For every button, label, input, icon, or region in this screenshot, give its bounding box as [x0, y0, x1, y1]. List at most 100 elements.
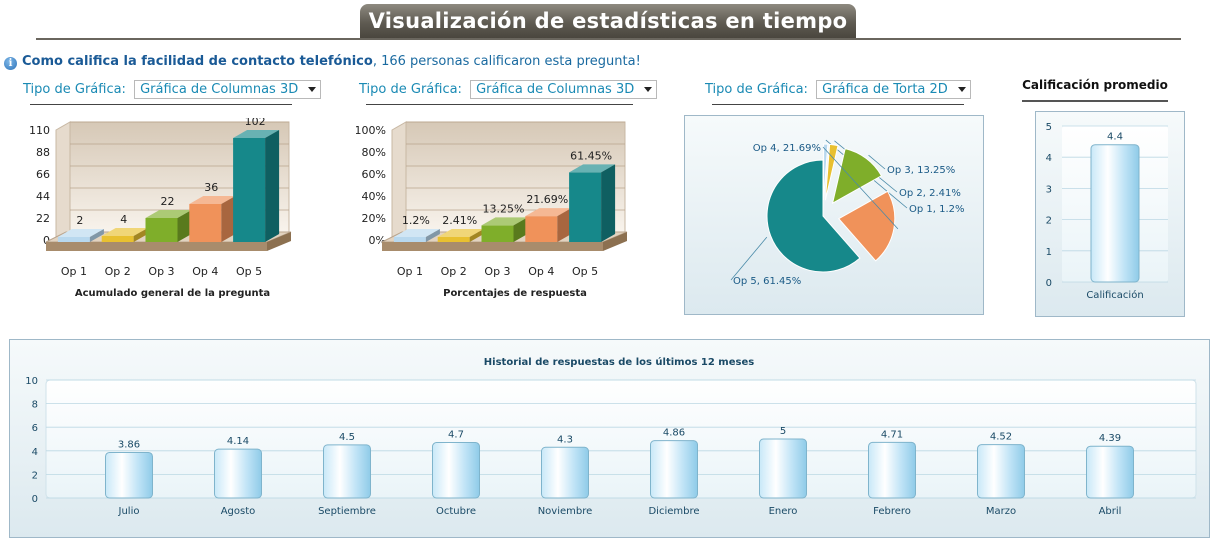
question-line: i Como califica la facilidad de contacto …: [4, 54, 641, 70]
x-tick-label: Enero: [769, 506, 798, 517]
bar: [432, 442, 480, 499]
chart-type-value: Gráfica de Columnas 3D: [140, 82, 299, 97]
y-tick-label: 80%: [362, 146, 386, 159]
average-chart: 5 4 3 2 1 0 4.4 Calificación: [1046, 122, 1168, 301]
bar: [759, 438, 807, 499]
bar-top: [57, 229, 104, 237]
bar: [233, 138, 266, 242]
pie-slice: [831, 148, 883, 205]
x-tick-label: Op 3: [484, 265, 510, 278]
chart-type-label: Tipo de Gráfica:: [705, 82, 808, 97]
bar-side: [221, 196, 236, 242]
chevron-down-icon: [644, 87, 653, 92]
history-panel: Historial de respuestas de los últimos 1…: [9, 339, 1210, 538]
y-tick-label: 0: [43, 234, 50, 247]
bar: [101, 236, 134, 242]
bar-top: [145, 210, 192, 218]
bar-top: [101, 228, 148, 236]
bar: [57, 237, 90, 242]
chart-type-control-2: Tipo de Gráfica: Gráfica de Columnas 3D: [359, 80, 658, 99]
y-tick-label: 3: [1046, 184, 1052, 195]
control-underline: [712, 104, 964, 105]
bar: [650, 440, 698, 499]
x-tick-label: Op 4: [192, 265, 218, 278]
bar-value-label: 4.7: [448, 430, 464, 441]
average-title: Calificación promedio: [1022, 78, 1168, 92]
chart-floor-front: [382, 242, 603, 251]
y-tick-label: 0: [32, 494, 38, 505]
pie-slice: [837, 190, 896, 262]
bar-side: [265, 130, 280, 242]
bar: [1086, 445, 1134, 499]
title-divider: [36, 38, 1181, 40]
history-chart: Historial de respuestas de los últimos 1…: [25, 356, 1197, 517]
y-tick-label: 0: [1046, 278, 1052, 289]
y-tick-label: 4: [32, 447, 38, 458]
bar: [189, 204, 222, 242]
y-tick-label: 100%: [356, 124, 386, 137]
bar-value-label: 4.39: [1099, 433, 1121, 444]
x-tick-label: Op 2: [441, 265, 467, 278]
pie-leader-line: [868, 154, 886, 170]
bar-side: [89, 229, 104, 242]
chart-type-select[interactable]: Gráfica de Columnas 3D: [134, 80, 322, 99]
y-tick-label: 0%: [369, 234, 386, 247]
chart-title-percentages: Porcentajes de respuesta: [443, 288, 587, 299]
control-underline: [366, 104, 633, 105]
bar-top: [189, 196, 236, 204]
bar-value-label: 61.45%: [570, 149, 612, 162]
y-tick-label: 22: [36, 212, 50, 225]
x-tick-label: Op 4: [528, 265, 554, 278]
control-underline: [30, 104, 292, 105]
pie-label: Op 5, 61.45%: [733, 276, 801, 287]
bar: [437, 237, 470, 242]
page-title: Visualización de estadísticas en tiempo …: [360, 4, 856, 67]
chart-type-select[interactable]: Gráfica de Torta 2D: [816, 80, 971, 99]
bar: [977, 444, 1025, 499]
bar-value-label: 3.86: [118, 439, 140, 450]
chevron-down-icon: [957, 87, 966, 92]
bar: [214, 448, 262, 499]
x-tick-label: Op 3: [148, 265, 174, 278]
chart-type-control-1: Tipo de Gráfica: Gráfica de Columnas 3D: [23, 80, 322, 99]
history-title: Historial de respuestas de los últimos 1…: [484, 356, 754, 368]
y-tick-label: 40%: [362, 190, 386, 203]
x-tick-label: Febrero: [873, 506, 911, 517]
pie-label: Op 2, 2.41%: [899, 188, 961, 199]
bar-value-label: 4.3: [557, 434, 573, 445]
bar-value-label: 4.4: [1107, 132, 1123, 143]
x-tick-label: Octubre: [436, 506, 476, 517]
bar-side: [177, 210, 192, 242]
pie-slice: [823, 143, 829, 201]
pie-slice: [824, 143, 839, 201]
bar: [569, 172, 602, 242]
bar: [323, 444, 371, 499]
percentage-chart: 100% 80% 60% 40% 20% 0% 1.2% Op 1 2.41% Op 2 13.25…: [356, 121, 628, 278]
chevron-down-icon: [308, 87, 317, 92]
bar-value-label: 22: [161, 195, 175, 208]
y-tick-label: 10: [25, 376, 38, 387]
y-tick-label: 110: [29, 124, 50, 137]
bar-value-label: 1.2%: [402, 214, 430, 227]
bar-side: [513, 217, 528, 242]
average-chart-panel: 5 4 3 2 1 0 4.4 Calificación: [1035, 111, 1185, 317]
bar-value-label: 4.5: [339, 432, 355, 443]
y-tick-label: 8: [32, 400, 38, 411]
y-tick-label: 60%: [362, 168, 386, 181]
x-tick-label: Agosto: [221, 506, 256, 517]
x-tick-label: Op 5: [572, 265, 598, 278]
pie-label: Op 1, 1.2%: [909, 204, 965, 215]
x-tick-label: Septiembre: [318, 506, 376, 517]
bar: [145, 218, 178, 242]
chart-side-wall: [55, 121, 71, 241]
bar-value-label: 102: [245, 118, 266, 128]
x-tick-label: Op 2: [105, 265, 131, 278]
accumulated-chart: 110 88 66 44 22 0 2 Op 1 4 Op 2 22 Op 3 36 Op 4 102 Op …: [29, 118, 292, 278]
bar: [525, 216, 558, 242]
x-tick-label: Marzo: [986, 506, 1016, 517]
y-tick-label: 6: [32, 423, 38, 434]
bar-side: [601, 164, 616, 242]
chart-type-select[interactable]: Gráfica de Columnas 3D: [470, 80, 658, 99]
x-tick-label: Julio: [118, 506, 140, 517]
chart-title-accumulated: Acumulado general de la pregunta: [74, 288, 271, 299]
